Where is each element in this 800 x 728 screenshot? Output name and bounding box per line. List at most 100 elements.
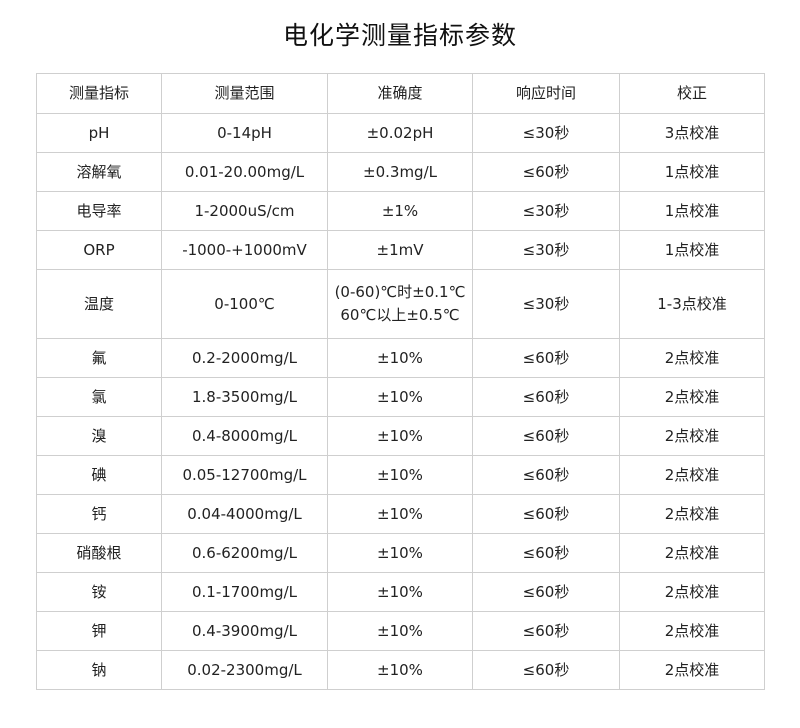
cell-range: 0.05-12700mg/L [161,455,328,495]
cell-accuracy: ±10% [327,611,473,651]
cell-accuracy: ±10% [327,572,473,612]
cell-accuracy: ±1mV [327,230,473,270]
cell-accuracy: ±10% [327,377,473,417]
cell-indicator: ORP [36,230,162,270]
cell-response-time: ≤30秒 [472,191,620,231]
table-row: 温度 0-100℃ (0-60)℃时±0.1℃ 60℃以上±0.5℃ ≤30秒 1-3点校… [36,269,765,339]
parameters-table: 测量指标 测量范围 准确度 响应时间 校正 pH 0-14pH ±0.02pH ≤30… [36,73,765,690]
cell-response-time: ≤60秒 [472,533,620,573]
cell-range: 0-100℃ [161,269,328,339]
table-row: ORP -1000-+1000mV ±1mV ≤30秒 1点校准 [36,230,765,270]
cell-range: 0.4-3900mg/L [161,611,328,651]
cell-calibration: 2点校准 [619,572,765,612]
accuracy-line: ±10% [377,387,423,406]
header-accuracy: 准确度 [327,73,473,114]
accuracy-line: ±10% [377,348,423,367]
cell-calibration: 2点校准 [619,494,765,534]
cell-indicator: 钙 [36,494,162,534]
cell-response-time: ≤30秒 [472,113,620,153]
cell-accuracy: ±1% [327,191,473,231]
page-title: 电化学测量指标参数 [282,21,517,50]
cell-response-time: ≤60秒 [472,152,620,192]
accuracy-line: ±10% [377,660,423,679]
accuracy-line: ±0.02pH [366,123,434,142]
cell-range: 1.8-3500mg/L [161,377,328,417]
cell-response-time: ≤60秒 [472,455,620,495]
cell-indicator: 碘 [36,455,162,495]
cell-calibration: 2点校准 [619,650,765,690]
cell-range: -1000-+1000mV [161,230,328,270]
accuracy-line: ±10% [377,621,423,640]
accuracy-line: ±1% [381,201,419,220]
cell-range: 0.6-6200mg/L [161,533,328,573]
cell-calibration: 1-3点校准 [619,269,765,339]
accuracy-line: ±10% [377,426,423,445]
cell-accuracy: ±10% [327,455,473,495]
cell-indicator: 氯 [36,377,162,417]
cell-calibration: 3点校准 [619,113,765,153]
cell-accuracy: ±10% [327,416,473,456]
cell-calibration: 2点校准 [619,338,765,378]
cell-response-time: ≤60秒 [472,377,620,417]
cell-accuracy: (0-60)℃时±0.1℃ 60℃以上±0.5℃ [327,269,473,339]
table-row: 氟 0.2-2000mg/L ±10% ≤60秒 2点校准 [36,338,765,378]
cell-indicator: pH [36,113,162,153]
cell-indicator: 溴 [36,416,162,456]
accuracy-line: 60℃以上±0.5℃ [340,306,460,324]
cell-range: 0-14pH [161,113,328,153]
cell-calibration: 1点校准 [619,230,765,270]
cell-calibration: 2点校准 [619,611,765,651]
cell-calibration: 2点校准 [619,455,765,495]
cell-range: 0.2-2000mg/L [161,338,328,378]
cell-indicator: 氟 [36,338,162,378]
accuracy-line: ±0.3mg/L [363,162,437,181]
cell-range: 0.4-8000mg/L [161,416,328,456]
cell-indicator: 钠 [36,650,162,690]
table-row: 氯 1.8-3500mg/L ±10% ≤60秒 2点校准 [36,377,765,417]
cell-calibration: 2点校准 [619,377,765,417]
table-row: 硝酸根 0.6-6200mg/L ±10% ≤60秒 2点校准 [36,533,765,573]
table-row: 溶解氧 0.01-20.00mg/L ±0.3mg/L ≤60秒 1点校准 [36,152,765,192]
table-row: pH 0-14pH ±0.02pH ≤30秒 3点校准 [36,113,765,153]
header-response-time: 响应时间 [472,73,620,114]
cell-response-time: ≤60秒 [472,611,620,651]
accuracy-line: ±10% [377,543,423,562]
cell-indicator: 温度 [36,269,162,339]
cell-range: 0.01-20.00mg/L [161,152,328,192]
cell-calibration: 2点校准 [619,416,765,456]
cell-range: 0.1-1700mg/L [161,572,328,612]
accuracy-line: ±10% [377,465,423,484]
accuracy-line: (0-60)℃时±0.1℃ [334,283,466,301]
cell-indicator: 铵 [36,572,162,612]
cell-calibration: 1点校准 [619,191,765,231]
cell-response-time: ≤60秒 [472,572,620,612]
cell-range: 1-2000uS/cm [161,191,328,231]
cell-response-time: ≤60秒 [472,416,620,456]
cell-accuracy: ±10% [327,533,473,573]
cell-accuracy: ±10% [327,338,473,378]
table-row: 铵 0.1-1700mg/L ±10% ≤60秒 2点校准 [36,572,765,612]
table-row: 钠 0.02-2300mg/L ±10% ≤60秒 2点校准 [36,650,765,690]
cell-range: 0.04-4000mg/L [161,494,328,534]
cell-indicator: 溶解氧 [36,152,162,192]
cell-accuracy: ±10% [327,494,473,534]
cell-response-time: ≤30秒 [472,269,620,339]
header-indicator: 测量指标 [36,73,162,114]
cell-indicator: 电导率 [36,191,162,231]
cell-calibration: 1点校准 [619,152,765,192]
cell-response-time: ≤60秒 [472,650,620,690]
header-range: 测量范围 [161,73,328,114]
cell-accuracy: ±0.3mg/L [327,152,473,192]
table-row: 溴 0.4-8000mg/L ±10% ≤60秒 2点校准 [36,416,765,456]
cell-calibration: 2点校准 [619,533,765,573]
cell-range: 0.02-2300mg/L [161,650,328,690]
cell-response-time: ≤60秒 [472,494,620,534]
cell-response-time: ≤30秒 [472,230,620,270]
accuracy-line: ±10% [377,582,423,601]
accuracy-line: ±1mV [376,240,424,259]
cell-accuracy: ±0.02pH [327,113,473,153]
cell-accuracy: ±10% [327,650,473,690]
accuracy-line: ±10% [377,504,423,523]
table-header-row: 测量指标 测量范围 准确度 响应时间 校正 [36,73,765,114]
table-row: 电导率 1-2000uS/cm ±1% ≤30秒 1点校准 [36,191,765,231]
